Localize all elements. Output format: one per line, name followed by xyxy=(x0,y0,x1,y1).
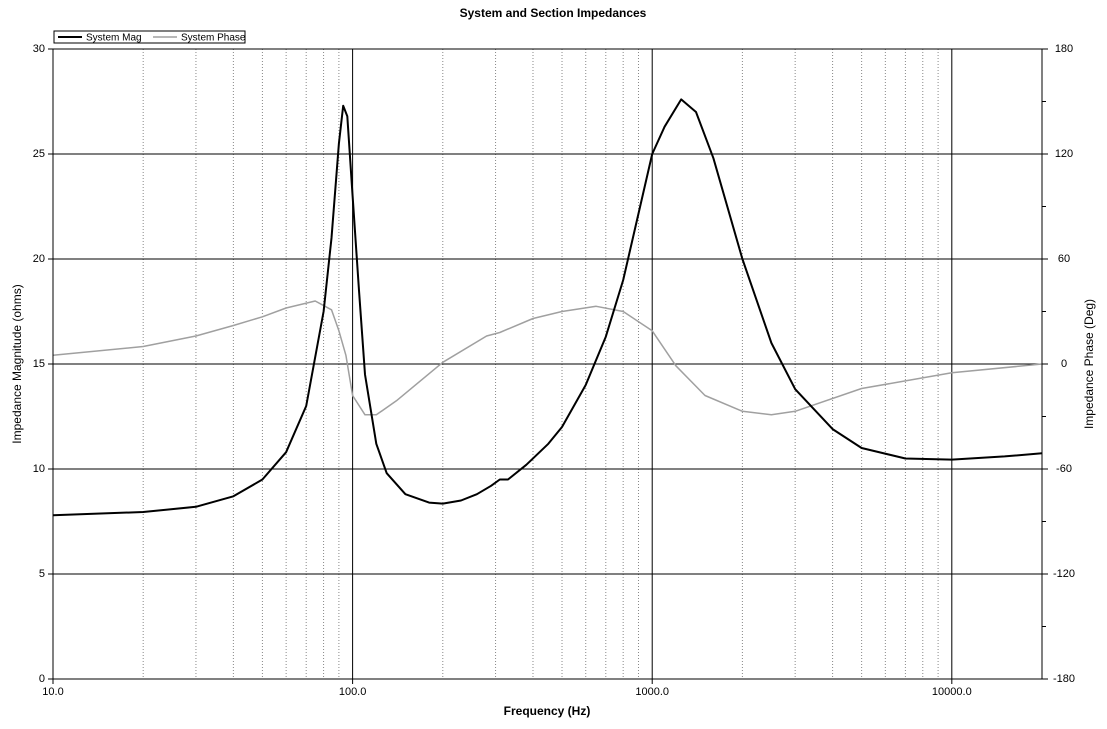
series-line xyxy=(52,98,1043,517)
y-tick-label: 30 xyxy=(33,43,45,55)
y2-tick-label: 180 xyxy=(1055,43,1073,55)
y2-axis-title: Impedance Phase (Deg) xyxy=(1082,299,1096,429)
y-tick-label: 0 xyxy=(39,673,45,685)
y-tick-label: 5 xyxy=(39,568,45,580)
y2-tick-label: 120 xyxy=(1055,148,1073,160)
x-axis-title: Frequency (Hz) xyxy=(504,704,591,718)
plot xyxy=(52,98,1043,517)
y-tick-label: 15 xyxy=(33,358,45,370)
chart-title: System and Section Impedances xyxy=(460,6,647,20)
y-tick-label: 25 xyxy=(33,148,45,160)
y-tick-label: 20 xyxy=(33,253,45,265)
y2-tick-label: -180 xyxy=(1053,673,1075,685)
legend-label: System Mag xyxy=(86,33,142,44)
legend-label: System Phase xyxy=(181,33,246,44)
x-tick-label: 10000.0 xyxy=(932,686,972,698)
y2-tick-label: -60 xyxy=(1056,463,1072,475)
y-axis-title: Impedance Magnitude (ohms) xyxy=(10,284,24,443)
legend-box xyxy=(53,30,246,44)
series-line xyxy=(52,300,1043,416)
x-tick-label: 100.0 xyxy=(339,686,367,698)
y2-tick-label: -120 xyxy=(1053,568,1075,580)
y-tick-label: 10 xyxy=(33,463,45,475)
y2-tick-label: 60 xyxy=(1058,253,1070,265)
x-tick-label: 1000.0 xyxy=(635,686,669,698)
y2-tick-label: 0 xyxy=(1061,358,1067,370)
x-tick-label: 10.0 xyxy=(42,686,63,698)
